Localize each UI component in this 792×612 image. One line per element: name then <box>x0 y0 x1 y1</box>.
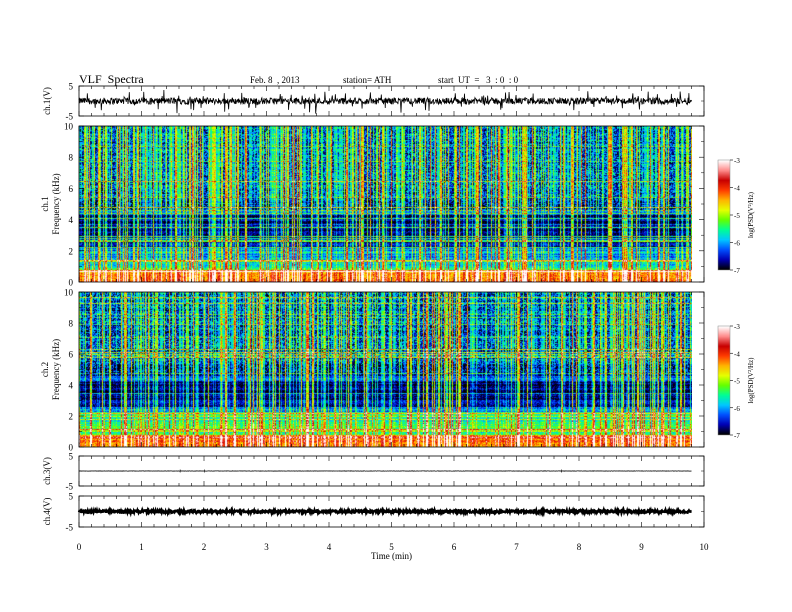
x-tick-label: 0 <box>77 542 82 552</box>
colorbar-tick-label: -6 <box>734 405 740 413</box>
ch4-waveform-ylabel: ch.4(V) <box>42 498 52 526</box>
ch1-spectrogram-ylabel-2: Frequency (kHz) <box>51 173 61 234</box>
ch3-waveform-ylabel: ch.3(V) <box>42 457 52 485</box>
y-tick-label: 2 <box>69 412 74 422</box>
y-tick-label: 8 <box>69 319 74 329</box>
colorbar-tick-label: -5 <box>734 212 740 220</box>
colorbar-tick-label: -7 <box>734 432 740 440</box>
x-tick-label: 6 <box>452 542 457 552</box>
ch2-spectrogram-ylabel-2: Frequency (kHz) <box>51 339 61 400</box>
y-tick-label: 2 <box>69 246 74 256</box>
y-tick-label: -5 <box>66 482 74 492</box>
y-tick-label: 4 <box>69 215 74 225</box>
start-ut-label: start UT = 3 : 0 : 0 <box>438 75 519 85</box>
x-tick-label: 1 <box>139 542 144 552</box>
ch2-spectrogram-ylabel-1: ch.2 <box>40 362 50 377</box>
colorbar-tick-label: -7 <box>734 267 740 275</box>
ch1-waveform-trace <box>78 89 692 114</box>
y-tick-label: 8 <box>69 153 74 163</box>
colorbar-tick-label: -3 <box>734 157 740 165</box>
ch4-waveform-trace <box>77 505 692 518</box>
x-axis-label: Time (min) <box>371 551 412 561</box>
y-tick-label: 0 <box>69 443 74 453</box>
ch1-spectrogram-image <box>79 126 692 282</box>
x-tick-label: 9 <box>639 542 644 552</box>
plot-title: VLF Spectra <box>79 72 144 86</box>
ch1-spectrogram-colorbar <box>718 160 730 270</box>
ch1-spectrogram-colorbar-label: log(PSD(V²/Hz) <box>747 191 755 238</box>
x-tick-label: 10 <box>700 542 710 552</box>
y-tick-label: 4 <box>69 381 74 391</box>
ch1-spectrogram-ylabel-1: ch.1 <box>40 196 50 211</box>
y-tick-label: 6 <box>69 350 74 360</box>
ch2-spectrogram-image <box>79 292 692 447</box>
colorbar-tick-label: -5 <box>734 378 740 386</box>
y-tick-label: 10 <box>64 122 74 132</box>
x-tick-label: 7 <box>514 542 519 552</box>
x-tick-label: 3 <box>264 542 269 552</box>
x-tick-label: 5 <box>389 542 394 552</box>
y-tick-label: -5 <box>66 523 74 533</box>
y-tick-label: 6 <box>69 184 74 194</box>
colorbar-tick-label: -4 <box>734 185 740 193</box>
colorbar-tick-label: -4 <box>734 350 740 358</box>
ch2-spectrogram-colorbar-label: log(PSD(V²/Hz) <box>747 357 755 404</box>
y-tick-label: 0 <box>69 278 74 288</box>
ch1-waveform-ylabel: ch.1(V) <box>42 87 52 115</box>
colorbar-tick-label: -6 <box>734 240 740 248</box>
x-tick-label: 8 <box>577 542 582 552</box>
y-tick-label: 5 <box>69 452 74 462</box>
station-label: station= ATH <box>343 75 392 85</box>
x-tick-label: 4 <box>327 542 332 552</box>
colorbar-tick-label: -3 <box>734 323 740 331</box>
y-tick-label: -5 <box>66 112 74 122</box>
y-tick-label: 5 <box>69 82 74 92</box>
ch2-spectrogram-colorbar <box>718 326 730 435</box>
x-tick-label: 2 <box>202 542 207 552</box>
date-label: Feb. 8 , 2013 <box>250 75 300 85</box>
y-tick-label: 10 <box>64 288 74 298</box>
y-tick-label: 5 <box>69 492 74 502</box>
